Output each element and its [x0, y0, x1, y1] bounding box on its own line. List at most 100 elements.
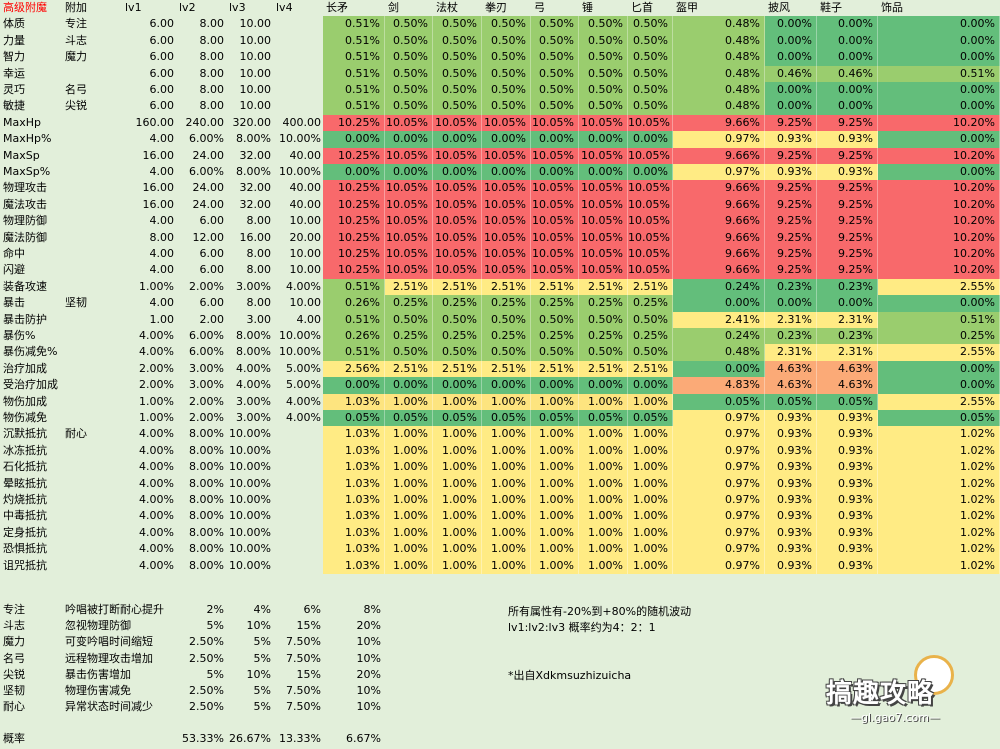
probability-cell: 0.51% — [323, 98, 385, 115]
probability-cell: 0.50% — [385, 65, 433, 82]
bonus-level-value: 5% — [253, 684, 271, 697]
probability-cell: 10.05% — [385, 262, 433, 279]
probability-cell: 10.05% — [531, 114, 579, 132]
attribute-name: 命中 — [3, 247, 25, 260]
probability-cell: 9.25% — [765, 180, 817, 197]
addon-name — [62, 164, 122, 180]
probability-cell: 0.50% — [433, 82, 482, 99]
bonus-level-value: 10% — [246, 667, 271, 681]
probability-cell: 1.00% — [385, 492, 433, 509]
addon-name — [62, 541, 122, 557]
probability-cell: 0.97% — [673, 410, 765, 427]
probability-cell: 0.00% — [385, 377, 433, 394]
bonus-level-value: 5% — [253, 700, 271, 714]
level-value: 10.00 — [289, 296, 322, 310]
probability-cell: 0.97% — [673, 557, 765, 574]
level-value: 5.00% — [286, 361, 321, 375]
level-value: 10.00% — [279, 329, 321, 342]
probability-cell: 0.50% — [628, 82, 673, 99]
level-value: 8.00% — [236, 132, 271, 146]
probability-cell: 0.00% — [765, 32, 817, 50]
bonus-level-value: 15% — [296, 619, 321, 633]
addon-name — [62, 508, 122, 524]
bonus-level-value: 10% — [246, 619, 271, 633]
level-value: 2.00 — [199, 312, 225, 326]
probability-cell: 1.00% — [628, 442, 673, 460]
header-equipment: 法杖 — [436, 1, 458, 14]
note-fluctuation: 所有属性有-20%到+80%的随机波动 — [508, 605, 692, 618]
attribute-name: MaxSp% — [3, 165, 51, 178]
probability-cell: 1.00% — [579, 459, 628, 476]
level-value: 10.00% — [229, 509, 271, 523]
level-value: 8.00 — [149, 230, 175, 244]
bonus-level-value: 5% — [253, 635, 271, 649]
probability-cell: 1.00% — [433, 541, 482, 558]
probability-cell: 1.00% — [579, 426, 628, 443]
level-value: 8.00% — [189, 558, 224, 572]
table-row: 受治疗加成 2.00% 3.00% 4.00% 5.00% 0.00% 0.00% 0.00%… — [0, 377, 1000, 394]
probability-cell: 10.25% — [323, 246, 385, 263]
probability-cell: 1.00% — [628, 508, 673, 525]
level-value: 10.00 — [239, 17, 272, 31]
attribute-name: 石化抵抗 — [3, 460, 47, 474]
probability-cell: 0.00% — [323, 164, 385, 181]
table-row: 诅咒抵抗 4.00% 8.00% 10.00% 1.03% 1.00% 1.00% 1.00%… — [0, 557, 1000, 574]
probability-cell: 0.50% — [385, 82, 433, 99]
probability-cell: 10.25% — [323, 147, 385, 164]
probability-cell: 0.48% — [673, 49, 765, 66]
addon-name — [62, 262, 122, 278]
probability-cell: 1.00% — [531, 393, 579, 410]
level-value: 10.00% — [229, 558, 271, 572]
level-value: 10.00 — [289, 263, 322, 277]
table-row: 敏捷 尖锐 6.00 8.00 10.00 0.51% 0.50% 0.50% 0.50% 0.5… — [0, 98, 1000, 115]
probability-cell: 10.20% — [878, 147, 1000, 164]
probability-cell: 0.93% — [765, 131, 817, 148]
probability-cell: 10.05% — [385, 229, 433, 246]
level-value: 2.00% — [189, 394, 224, 408]
probability-cell: 10.05% — [628, 147, 673, 164]
table-row: 灼烧抵抗 4.00% 8.00% 10.00% 1.03% 1.00% 1.00% 1.00%… — [0, 492, 1000, 509]
attribute-name: 魔法攻击 — [3, 197, 47, 211]
probability-cell: 1.03% — [323, 557, 385, 574]
bonus-level-value: 5% — [206, 667, 224, 681]
probability-cell: 9.25% — [765, 196, 817, 214]
probability-cell: 1.00% — [385, 426, 433, 443]
probability-cell: 10.05% — [531, 196, 579, 214]
probability-cell: 1.02% — [878, 442, 1000, 460]
probability-cell: 0.00% — [878, 295, 1000, 312]
probability-cell: 1.00% — [579, 393, 628, 410]
level-value: 1.00 — [149, 312, 175, 326]
probability-cell: 1.00% — [628, 475, 673, 492]
level-value: 3.00% — [236, 411, 271, 424]
probability-cell: 0.50% — [385, 98, 433, 115]
probability-cell: 10.05% — [482, 246, 531, 263]
table-row: 物理攻击 16.00 24.00 32.00 40.00 10.25% 10.05% 10.0… — [0, 180, 1000, 197]
header-equipment: 剑 — [388, 1, 399, 14]
probability-cell: 10.05% — [433, 246, 482, 263]
probability-cell: 0.50% — [385, 311, 433, 328]
probability-cell: 0.25% — [482, 295, 531, 312]
bonus-level-value: 8% — [363, 603, 381, 616]
bonus-description: 异常状态时间减少 — [65, 700, 153, 714]
probability-cell: 0.93% — [765, 426, 817, 443]
probability-cell: 0.05% — [482, 410, 531, 427]
probability-cell: 1.03% — [323, 524, 385, 542]
probability-cell: 0.00% — [817, 98, 878, 115]
level-value: 4.00% — [139, 509, 174, 523]
level-value: 6.00% — [189, 165, 224, 178]
probability-cell: 1.00% — [531, 508, 579, 525]
probability-cell: 10.20% — [878, 213, 1000, 230]
probability-cell: 9.25% — [765, 147, 817, 164]
level-value: 4.00% — [139, 525, 174, 539]
probability-cell: 10.25% — [323, 114, 385, 132]
probability-cell: 10.05% — [433, 180, 482, 197]
bonus-name: 专注 — [3, 603, 25, 616]
attribute-name: 恐惧抵抗 — [3, 542, 47, 556]
probability-cell: 1.00% — [531, 541, 579, 558]
probability-cell: 9.66% — [673, 246, 765, 263]
level-value: 4.00 — [149, 214, 175, 228]
level-value: 320.00 — [232, 115, 272, 129]
rate-row: 概率 53.33% 26.67% 13.33% 6.67% — [0, 731, 1000, 747]
probability-cell: 0.00% — [579, 131, 628, 148]
